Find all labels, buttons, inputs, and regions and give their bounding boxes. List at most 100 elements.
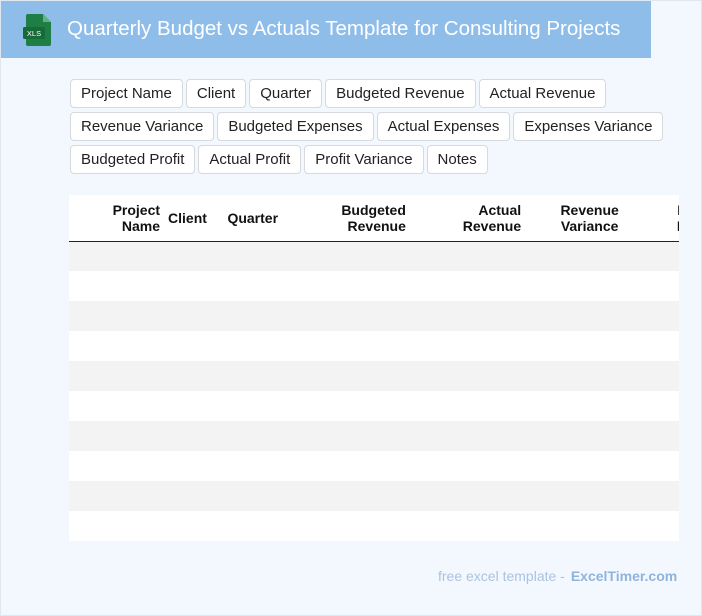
table-cell[interactable] bbox=[299, 421, 418, 451]
table-cell[interactable] bbox=[529, 301, 651, 331]
table-cell[interactable] bbox=[223, 421, 300, 451]
table-cell[interactable] bbox=[69, 361, 165, 391]
table-cell[interactable] bbox=[299, 391, 418, 421]
table-cell[interactable] bbox=[417, 271, 530, 301]
field-chip[interactable]: Revenue Variance bbox=[70, 112, 215, 141]
footer-brand-link[interactable]: ExcelTimer.com bbox=[570, 568, 678, 584]
field-chip[interactable]: Actual Profit bbox=[198, 145, 302, 174]
table-cell[interactable] bbox=[650, 391, 679, 421]
table-cell[interactable] bbox=[299, 331, 418, 361]
table-cell[interactable] bbox=[650, 421, 679, 451]
column-header[interactable]: Quarter bbox=[223, 195, 300, 242]
table-cell[interactable] bbox=[164, 271, 224, 301]
column-header[interactable]: Budgeted Revenue bbox=[299, 195, 418, 242]
table-cell[interactable] bbox=[299, 241, 418, 271]
table-cell[interactable] bbox=[650, 331, 679, 361]
table-row bbox=[69, 301, 679, 331]
table-cell[interactable] bbox=[417, 241, 530, 271]
field-chip[interactable]: Profit Variance bbox=[304, 145, 424, 174]
table-cell[interactable] bbox=[69, 271, 165, 301]
table-row bbox=[69, 421, 679, 451]
table-cell[interactable] bbox=[223, 451, 300, 481]
field-chip[interactable]: Project Name bbox=[70, 79, 183, 108]
table-cell[interactable] bbox=[650, 271, 679, 301]
field-chip[interactable]: Budgeted Profit bbox=[70, 145, 196, 174]
table-cell[interactable] bbox=[650, 301, 679, 331]
table-cell[interactable] bbox=[529, 391, 651, 421]
table-cell[interactable] bbox=[417, 391, 530, 421]
field-chip[interactable]: Budgeted Expenses bbox=[217, 112, 374, 141]
table-cell[interactable] bbox=[299, 451, 418, 481]
table-cell[interactable] bbox=[417, 451, 530, 481]
table-cell[interactable] bbox=[650, 241, 679, 271]
table-cell[interactable] bbox=[529, 361, 651, 391]
table-cell[interactable] bbox=[164, 391, 224, 421]
table-cell[interactable] bbox=[69, 331, 165, 361]
table-cell[interactable] bbox=[69, 301, 165, 331]
table-cell[interactable] bbox=[69, 391, 165, 421]
table-cell[interactable] bbox=[223, 361, 300, 391]
table-cell[interactable] bbox=[164, 361, 224, 391]
xls-icon-label: XLS bbox=[27, 29, 41, 38]
table-cell[interactable] bbox=[650, 511, 679, 541]
table-cell[interactable] bbox=[299, 511, 418, 541]
table-cell[interactable] bbox=[223, 271, 300, 301]
field-chip[interactable]: Actual Revenue bbox=[478, 79, 607, 108]
table-cell[interactable] bbox=[417, 481, 530, 511]
table-cell[interactable] bbox=[529, 511, 651, 541]
table-cell[interactable] bbox=[529, 421, 651, 451]
table-cell[interactable] bbox=[529, 481, 651, 511]
table-cell[interactable] bbox=[164, 331, 224, 361]
column-header-label: Revenue bbox=[347, 217, 406, 234]
field-chip[interactable]: Quarter bbox=[249, 79, 323, 108]
table-cell[interactable] bbox=[529, 241, 651, 271]
table-cell[interactable] bbox=[417, 421, 530, 451]
table-cell[interactable] bbox=[164, 511, 224, 541]
table-cell[interactable] bbox=[529, 271, 651, 301]
table-cell[interactable] bbox=[164, 451, 224, 481]
table-cell[interactable] bbox=[69, 451, 165, 481]
table-cell[interactable] bbox=[299, 271, 418, 301]
column-header[interactable]: Revenue Variance bbox=[529, 195, 651, 242]
table-cell[interactable] bbox=[164, 301, 224, 331]
column-header-label: Revenue bbox=[462, 217, 522, 234]
table-cell[interactable] bbox=[650, 481, 679, 511]
column-header-label: Actual bbox=[478, 201, 522, 218]
column-header[interactable]: Project Name bbox=[69, 195, 165, 242]
table-cell[interactable] bbox=[69, 421, 165, 451]
field-chip[interactable]: Client bbox=[185, 79, 247, 108]
table-cell[interactable] bbox=[650, 361, 679, 391]
table-cell[interactable] bbox=[223, 511, 300, 541]
column-header[interactable]: Actual Revenue bbox=[417, 195, 530, 242]
table-cell[interactable] bbox=[529, 451, 651, 481]
table-cell[interactable] bbox=[69, 511, 165, 541]
field-chip[interactable]: Notes bbox=[426, 145, 488, 174]
table-cell[interactable] bbox=[417, 331, 530, 361]
field-chip[interactable]: Budgeted Revenue bbox=[325, 79, 476, 108]
table-cell[interactable] bbox=[164, 241, 224, 271]
table-cell[interactable] bbox=[69, 241, 165, 271]
table-row bbox=[69, 451, 679, 481]
table-cell[interactable] bbox=[650, 451, 679, 481]
table-cell[interactable] bbox=[529, 331, 651, 361]
table-cell[interactable] bbox=[299, 481, 418, 511]
table-cell[interactable] bbox=[69, 481, 165, 511]
table-cell[interactable] bbox=[223, 331, 300, 361]
table-cell[interactable] bbox=[223, 391, 300, 421]
field-chip[interactable]: Expenses Variance bbox=[513, 112, 664, 141]
table-cell[interactable] bbox=[299, 361, 418, 391]
table-cell[interactable] bbox=[223, 241, 300, 271]
table-cell[interactable] bbox=[223, 481, 300, 511]
column-header-label: Revenue bbox=[560, 201, 619, 218]
table-cell[interactable] bbox=[164, 421, 224, 451]
table-cell[interactable] bbox=[417, 361, 530, 391]
table-cell[interactable] bbox=[417, 511, 530, 541]
footer-credit: free excel template - ExcelTimer.com bbox=[438, 568, 677, 584]
table-cell[interactable] bbox=[164, 481, 224, 511]
table-cell[interactable] bbox=[299, 301, 418, 331]
column-header[interactable]: Client bbox=[164, 195, 224, 242]
field-chip[interactable]: Actual Expenses bbox=[376, 112, 511, 141]
table-cell[interactable] bbox=[417, 301, 530, 331]
table-cell[interactable] bbox=[223, 301, 300, 331]
